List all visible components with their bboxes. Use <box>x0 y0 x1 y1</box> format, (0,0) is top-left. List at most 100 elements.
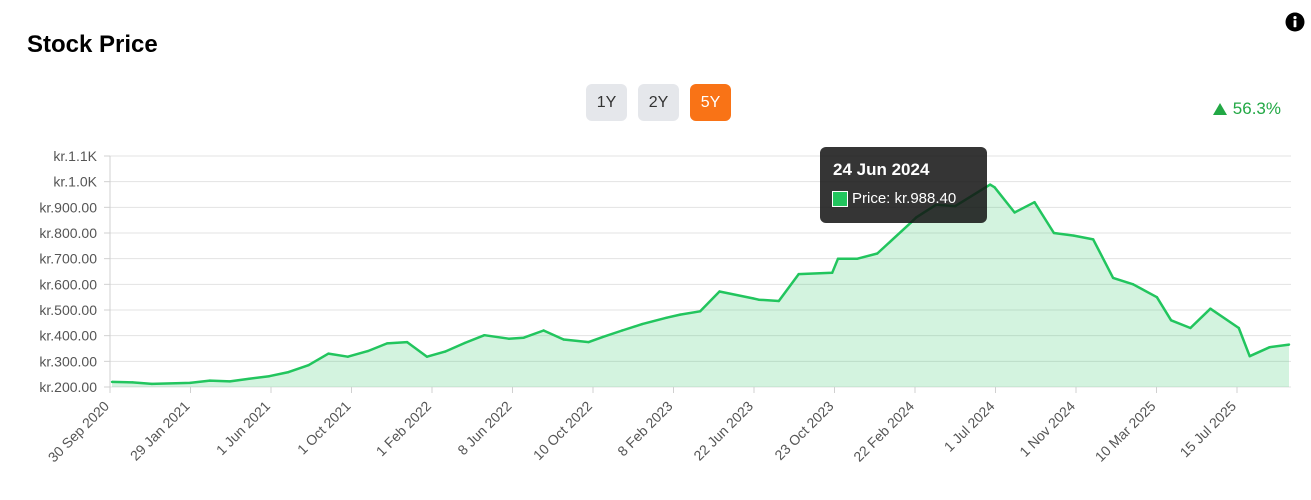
data-point <box>699 310 702 313</box>
data-point <box>483 334 486 337</box>
data-point <box>248 377 251 380</box>
x-tick-label: 1 Jul 2024 <box>941 398 998 455</box>
x-tick-label: 23 Oct 2023 <box>771 398 836 463</box>
data-point <box>665 316 668 319</box>
y-tick-label: kr.1.0K <box>53 174 97 190</box>
data-point <box>856 257 859 260</box>
tooltip-value: Price: kr.988.40 <box>852 190 957 207</box>
tooltip: 24 Jun 2024 Price: kr.988.40 <box>820 147 987 223</box>
tooltip-swatch <box>832 190 848 207</box>
y-tick-label: kr.200.00 <box>39 379 97 395</box>
data-point <box>988 183 992 186</box>
data-point <box>507 337 510 340</box>
y-tick-label: kr.900.00 <box>39 199 97 215</box>
data-point <box>601 335 605 339</box>
x-tick-label: 30 Sep 2020 <box>45 398 113 466</box>
price-change-value: 56.3% <box>1232 99 1281 118</box>
data-point <box>346 355 349 358</box>
price-area <box>112 184 1289 387</box>
x-tick-label: 1 Jun 2021 <box>213 398 273 458</box>
data-point <box>1189 326 1192 330</box>
data-point <box>621 329 624 332</box>
data-point <box>718 290 721 293</box>
data-point <box>1248 355 1251 358</box>
price-change: 56.3% <box>1212 99 1281 119</box>
tooltip-row: Price: kr.988.40 <box>832 190 956 207</box>
x-axis-ticks: 30 Sep 2020 29 Jan 2021 1 Jun 2021 1 Oct 20… <box>45 398 1240 466</box>
data-point <box>405 340 409 344</box>
data-point <box>287 370 290 374</box>
data-point <box>993 186 996 189</box>
data-point <box>1155 296 1159 299</box>
data-point <box>1209 307 1212 310</box>
data-point <box>641 322 644 326</box>
data-point <box>1268 346 1271 349</box>
x-tick-label: 29 Jan 2021 <box>127 398 193 464</box>
data-point <box>1052 231 1056 235</box>
data-point <box>208 379 212 382</box>
y-tick-label: kr.400.00 <box>39 328 97 344</box>
x-tick-label: 15 Jul 2025 <box>1177 398 1240 461</box>
data-point <box>522 336 525 339</box>
price-line <box>111 183 1290 386</box>
data-point <box>587 340 590 344</box>
x-tick-label: 10 Mar 2025 <box>1092 398 1159 465</box>
data-point <box>1033 201 1036 204</box>
data-point <box>131 381 134 384</box>
data-point <box>679 313 682 316</box>
data-point <box>1131 283 1135 286</box>
x-tick-label: 1 Nov 2024 <box>1016 398 1078 460</box>
data-point <box>443 350 447 353</box>
data-point <box>425 355 429 358</box>
data-point <box>1169 319 1173 322</box>
range-button-1y[interactable]: 1Y <box>586 84 627 121</box>
data-point <box>562 338 565 341</box>
data-point <box>327 352 330 355</box>
y-tick-label: kr.600.00 <box>39 276 97 292</box>
range-button-2y[interactable]: 2Y <box>638 84 679 121</box>
data-point <box>228 380 232 383</box>
range-selector: 1Y 2Y 5Y <box>586 84 731 121</box>
info-icon[interactable] <box>1285 12 1305 32</box>
data-point <box>1287 343 1291 346</box>
x-tick-label: 1 Feb 2022 <box>373 398 435 460</box>
y-tick-label: kr.300.00 <box>39 353 97 369</box>
data-point <box>385 342 389 345</box>
data-point <box>1092 238 1095 241</box>
data-point <box>777 299 780 303</box>
data-point <box>307 364 310 367</box>
data-point <box>1111 276 1115 280</box>
y-tick-label: kr.700.00 <box>39 251 97 267</box>
data-point <box>836 257 840 260</box>
data-point <box>150 382 154 386</box>
x-tick-label: 22 Feb 2024 <box>850 398 917 465</box>
data-point <box>188 381 192 385</box>
range-button-5y[interactable]: 5Y <box>690 84 731 121</box>
data-point <box>876 252 879 255</box>
data-point <box>463 341 467 345</box>
data-point <box>110 380 114 384</box>
data-point <box>757 298 760 301</box>
x-tick-label: 8 Jun 2022 <box>454 398 514 458</box>
page-title: Stock Price <box>27 31 158 58</box>
data-point <box>542 329 545 332</box>
y-tick-label: kr.800.00 <box>39 225 97 241</box>
data-point <box>751 297 755 300</box>
tooltip-date: 24 Jun 2024 <box>833 160 930 179</box>
y-axis-ticks: kr.1.1K kr.1.0K kr.900.00 kr.800.00 kr.700.0… <box>39 148 97 395</box>
data-point <box>1237 326 1241 330</box>
x-tick-label: 1 Oct 2021 <box>294 398 354 458</box>
y-tick-label: kr.500.00 <box>39 302 97 318</box>
x-tick-label: 8 Feb 2023 <box>614 398 676 460</box>
data-point <box>366 349 369 353</box>
x-tick-label: 22 Jun 2023 <box>690 398 756 464</box>
price-points <box>110 183 1291 386</box>
y-tick-label: kr.1.1K <box>53 148 97 164</box>
data-point <box>831 271 834 274</box>
data-point <box>797 272 800 276</box>
x-tick-label: 10 Oct 2022 <box>530 398 595 463</box>
up-arrow-icon <box>1212 103 1227 115</box>
data-point <box>1072 234 1076 237</box>
data-point <box>1013 211 1016 214</box>
